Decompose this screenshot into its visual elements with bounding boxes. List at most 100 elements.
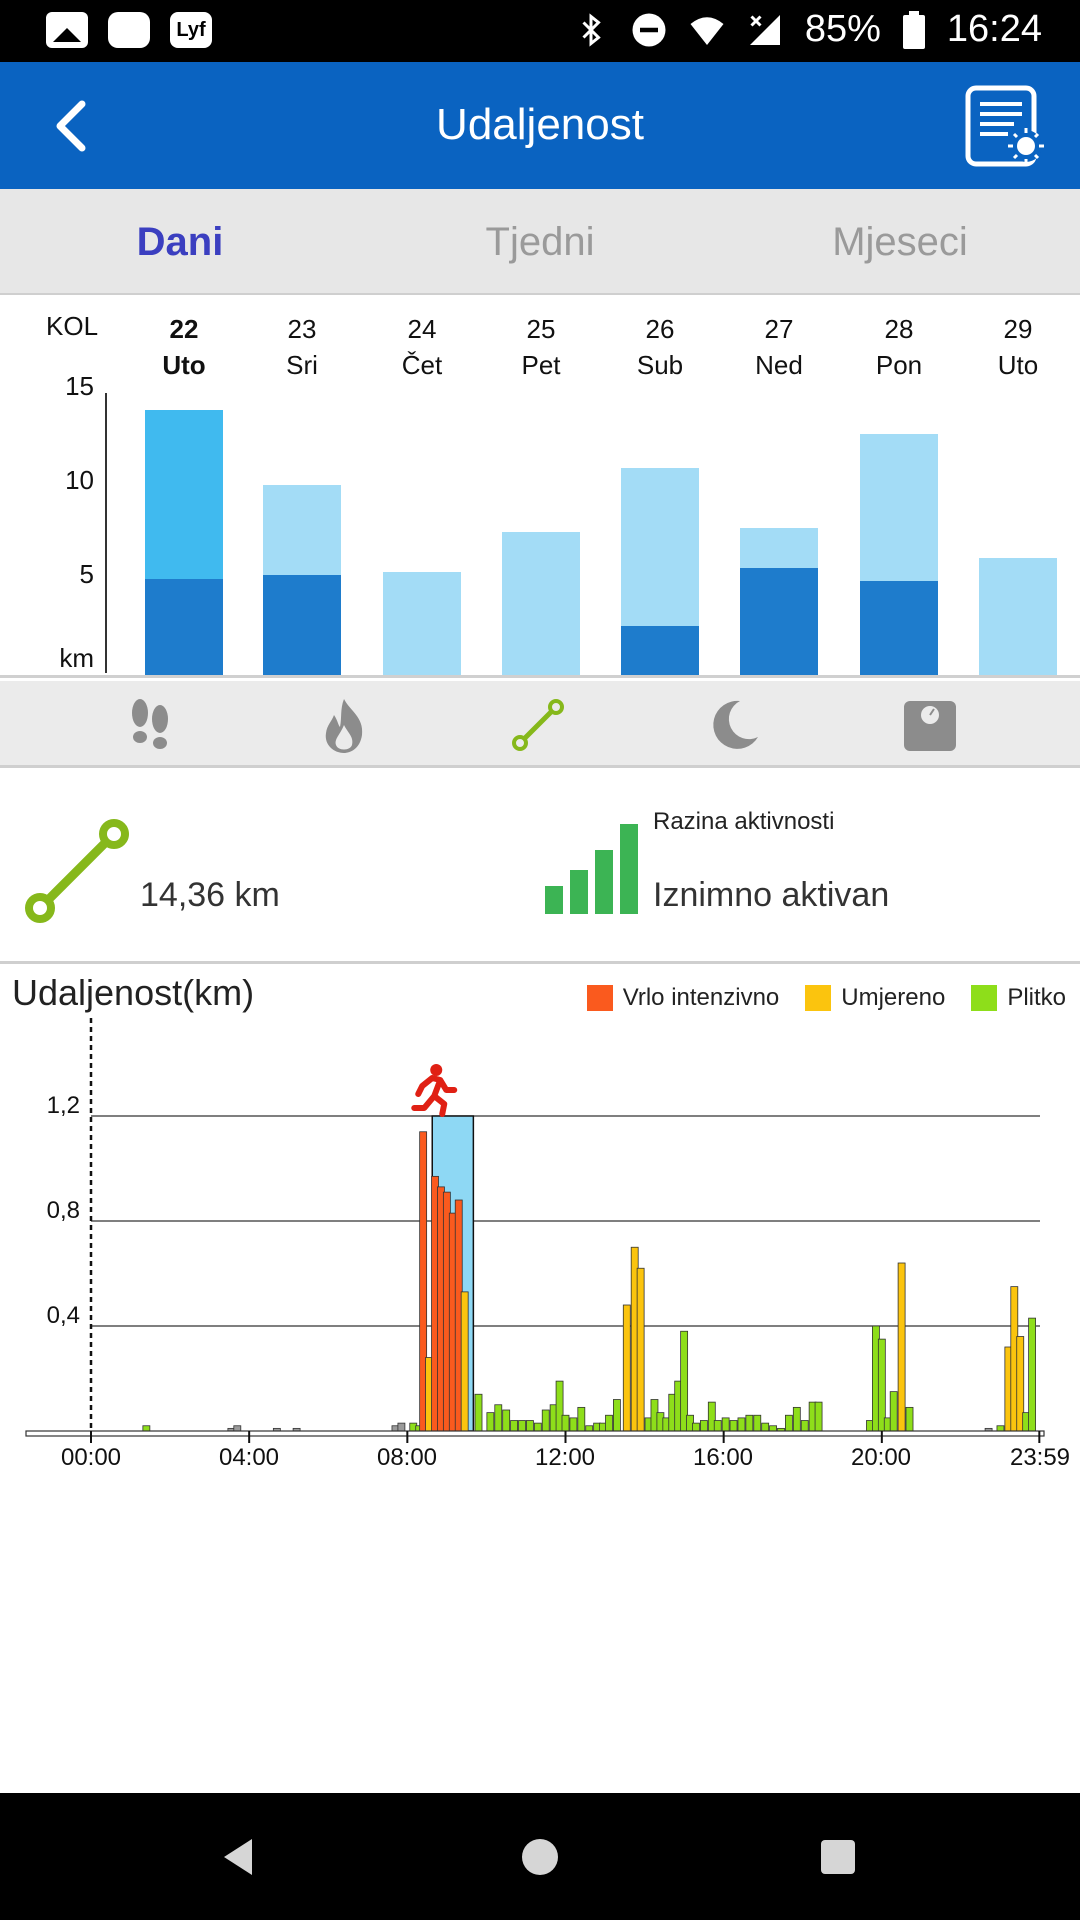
weekly-distance-chart: KOL 15 10 5 km 22 Uto 23 Sri 24 Čet 25 Pet 26 Sub… xyxy=(0,297,1080,679)
day-bar-total[interactable] xyxy=(383,571,461,675)
flame-icon[interactable] xyxy=(314,695,374,755)
bar-light xyxy=(769,1425,777,1432)
tab-weeks[interactable]: Tjedni xyxy=(485,220,595,264)
day-bar-total[interactable] xyxy=(621,468,699,627)
gallery-icon xyxy=(46,12,88,48)
bar-light xyxy=(905,1406,914,1432)
day-bar-total[interactable] xyxy=(263,485,341,576)
back-triangle-icon[interactable] xyxy=(212,1829,268,1885)
legend-label: Vrlo intenzivno xyxy=(622,984,780,1011)
day-number: 28 xyxy=(884,314,914,344)
bar-light xyxy=(721,1417,730,1432)
bar-light xyxy=(753,1414,762,1432)
bar-light xyxy=(713,1420,722,1432)
day-bar-total[interactable] xyxy=(740,528,818,568)
bar-light xyxy=(613,1399,621,1432)
lyf-app-icon: Lyf xyxy=(170,12,212,48)
day-label[interactable]: 29 Uto xyxy=(968,311,1068,383)
y-unit-km: km xyxy=(59,643,94,673)
day-label[interactable]: 24 Čet xyxy=(372,311,472,383)
day-bar-intense[interactable] xyxy=(263,575,341,675)
tab-days[interactable]: Dani xyxy=(136,220,224,264)
day-name: Sri xyxy=(286,350,318,380)
metric-selector xyxy=(0,681,1080,768)
y-axis-line xyxy=(105,393,107,673)
bar-light xyxy=(761,1422,770,1432)
wifi-icon xyxy=(690,16,724,45)
legend-label: Plitko xyxy=(1007,984,1066,1011)
bar-light xyxy=(494,1404,503,1432)
x-tick-1200: 12:00 xyxy=(534,1444,596,1471)
day-bar-total[interactable] xyxy=(502,532,580,675)
legend-label: Umjereno xyxy=(841,984,946,1011)
y-tick-5: 5 xyxy=(79,559,94,589)
day-number: 23 xyxy=(287,314,317,344)
day-bar-intense[interactable] xyxy=(621,626,699,675)
y-tick-1-2: 1,2 xyxy=(46,1092,80,1119)
footsteps-icon[interactable] xyxy=(120,695,180,755)
bar-moderate xyxy=(622,1304,631,1432)
activity-level-label: Razina aktivnosti xyxy=(653,808,835,835)
distance-icon[interactable] xyxy=(508,695,568,755)
bar-moderate xyxy=(636,1267,645,1432)
bar-moderate xyxy=(897,1262,906,1432)
day-label[interactable]: 27 Ned xyxy=(729,311,829,383)
legend-item-light: Plitko xyxy=(971,984,1066,1012)
bar-light xyxy=(785,1414,793,1432)
bar-light xyxy=(692,1422,700,1432)
day-bar-total[interactable] xyxy=(860,434,938,581)
day-name: Uto xyxy=(162,350,206,380)
battery-percent: 85% xyxy=(804,8,881,50)
bar-light xyxy=(585,1425,594,1432)
bar-light xyxy=(605,1414,613,1432)
day-bar-intense[interactable] xyxy=(145,579,223,675)
activity-level-bars-icon xyxy=(545,824,638,914)
day-bar-total[interactable] xyxy=(979,558,1057,675)
system-nav-bar xyxy=(0,1793,1080,1920)
page-title: Udaljenost xyxy=(436,100,644,149)
x-tick-1600: 16:00 xyxy=(692,1444,754,1471)
scale-icon[interactable] xyxy=(900,695,960,755)
home-circle-icon[interactable] xyxy=(512,1829,568,1885)
day-bar-intense[interactable] xyxy=(740,567,818,675)
day-number: 25 xyxy=(526,314,556,344)
bar-light xyxy=(745,1414,754,1432)
chevron-left-icon[interactable] xyxy=(44,96,104,156)
bar-light xyxy=(502,1409,511,1432)
tab-months[interactable]: Mjeseci xyxy=(832,220,968,264)
day-number: 24 xyxy=(407,314,437,344)
day-number: 29 xyxy=(1003,314,1033,344)
day-label[interactable]: 22 Uto xyxy=(134,311,234,383)
legend-item-very-intense: Vrlo intenzivno xyxy=(586,984,780,1012)
bar-light xyxy=(561,1414,570,1432)
moon-icon[interactable] xyxy=(704,695,764,755)
day-bar-total[interactable] xyxy=(145,409,223,580)
hourly-distance-chart: Udaljenost(km) Vrlo intenzivno Umjereno … xyxy=(0,966,1080,1496)
day-label[interactable]: 28 Pon xyxy=(849,311,949,383)
period-tabs: Dani Tjedni Mjeseci xyxy=(0,189,1080,295)
recents-square-icon[interactable] xyxy=(810,1829,866,1885)
day-name: Sub xyxy=(636,350,684,380)
day-label[interactable]: 25 Pet xyxy=(491,311,591,383)
lyf-app-label: Lyf xyxy=(176,18,206,41)
quantity-label: KOL xyxy=(46,311,99,341)
message-icon xyxy=(108,12,150,48)
day-label[interactable]: 23 Sri xyxy=(252,311,352,383)
bar-light xyxy=(1028,1317,1036,1432)
bar-light xyxy=(792,1406,801,1432)
y-tick-0-4: 0,4 xyxy=(46,1302,80,1329)
y-tick-0-8: 0,8 xyxy=(46,1197,80,1224)
bar-light xyxy=(526,1420,534,1432)
do-not-disturb-icon xyxy=(632,13,666,46)
x-tick-2000: 20:00 xyxy=(850,1444,912,1471)
report-settings-icon[interactable] xyxy=(964,84,1048,168)
legend-swatch xyxy=(586,985,613,1011)
battery-icon xyxy=(902,10,925,49)
legend-swatch xyxy=(971,985,998,1011)
day-name: Uto xyxy=(997,350,1039,380)
day-label[interactable]: 26 Sub xyxy=(610,311,710,383)
day-number: 26 xyxy=(645,314,675,344)
day-bar-intense[interactable] xyxy=(860,581,938,675)
hourly-bars-plot xyxy=(25,1018,1045,1443)
x-tick-0400: 04:00 xyxy=(218,1444,280,1471)
